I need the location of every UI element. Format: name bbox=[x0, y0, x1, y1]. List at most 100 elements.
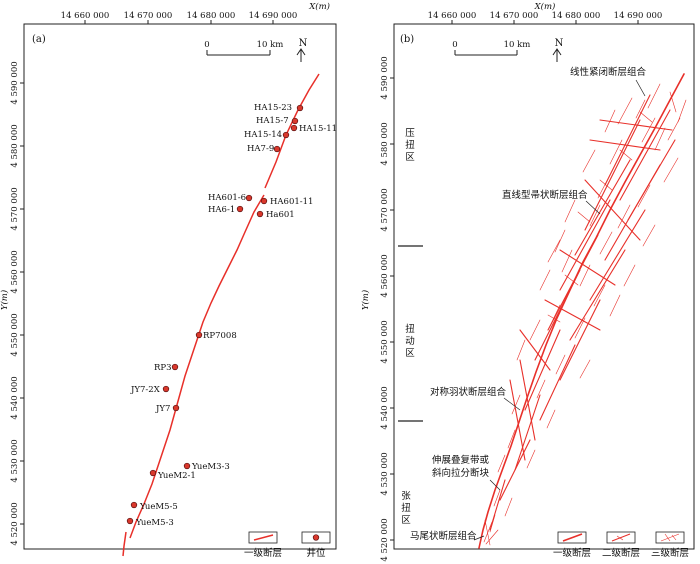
y-tick-label: 4 570 000 bbox=[10, 187, 20, 230]
scale-bar: 0 10 km bbox=[204, 40, 284, 56]
well-markers bbox=[126, 104, 304, 525]
main-fault bbox=[122, 73, 320, 557]
annotation-feather: 对称羽状断层组合 bbox=[430, 386, 507, 398]
zone-char: 扭 bbox=[405, 323, 415, 335]
y-tick-label: 4 530 000 bbox=[380, 452, 390, 495]
north-arrow: N bbox=[296, 38, 308, 62]
north-label: N bbox=[555, 38, 564, 49]
y-tick-label: 4 560 000 bbox=[10, 250, 20, 293]
x-tick-label: 14 690 000 bbox=[249, 11, 298, 21]
zone-char: 扭 bbox=[405, 139, 415, 151]
fault-network bbox=[478, 73, 687, 549]
x-tick-label: 14 680 000 bbox=[187, 11, 236, 21]
well-marker bbox=[171, 363, 179, 371]
legend-first-label: 一级断层 bbox=[553, 547, 591, 559]
well-label: YueM3-3 bbox=[191, 462, 230, 472]
x-tick-label: 14 660 000 bbox=[428, 11, 477, 21]
panel-b-frame bbox=[393, 23, 695, 550]
well-label: HA15-14 bbox=[244, 130, 282, 140]
well-marker bbox=[260, 197, 268, 205]
zone-char: 压 bbox=[405, 128, 415, 139]
well-label: RP3 bbox=[154, 363, 172, 373]
annotation-linear-tight: 线性紧闭断层组合 bbox=[570, 66, 647, 78]
y-tick-label: 4 540 000 bbox=[10, 376, 20, 419]
y-tick-label: 4 590 000 bbox=[380, 56, 390, 99]
well-label: HA601-11 bbox=[270, 197, 313, 207]
well-marker bbox=[296, 104, 304, 112]
y-tick-label: 4 590 000 bbox=[10, 61, 20, 104]
well-label: HA6-1 bbox=[208, 205, 235, 215]
zone-char: 张 bbox=[401, 491, 411, 502]
annotation-stretch-line1: 伸展叠复带或 bbox=[432, 454, 490, 466]
zone-char: 动 bbox=[405, 336, 415, 347]
well-label: JY7-2X bbox=[130, 385, 161, 395]
panel-a-y-title: Y(m) bbox=[0, 290, 10, 310]
well-marker bbox=[273, 145, 281, 153]
scale-bar: 0 10 km bbox=[452, 40, 530, 56]
y-tick-label: 4 560 000 bbox=[380, 254, 390, 297]
panel-a-legend: 一级断层 井位 bbox=[244, 531, 331, 559]
well-marker bbox=[130, 501, 138, 509]
well-labels: HA15-23 HA15-7 HA15-11 HA15-14 HA7-9 HA6… bbox=[130, 103, 337, 528]
well-marker bbox=[149, 469, 157, 477]
well-marker bbox=[236, 205, 244, 213]
panel-a-frame bbox=[23, 23, 337, 550]
well-label: HA7-9 bbox=[247, 144, 274, 154]
north-label: N bbox=[299, 38, 308, 49]
y-tick-label: 4 580 000 bbox=[10, 124, 20, 167]
legend-first-swatch bbox=[557, 531, 587, 544]
panel-b: X(m) 14 660 000 14 670 000 14 680 000 14… bbox=[360, 1, 695, 562]
scale-start: 0 bbox=[452, 40, 457, 50]
legend-fault-swatch bbox=[248, 531, 278, 544]
y-tick-label: 4 550 000 bbox=[380, 320, 390, 363]
x-tick-label: 14 670 000 bbox=[490, 11, 539, 21]
well-label: YueM5-3 bbox=[135, 518, 174, 528]
well-label: YueM2-1 bbox=[157, 471, 196, 481]
well-marker bbox=[256, 210, 264, 218]
legend-second-swatch bbox=[606, 531, 636, 544]
zone-char: 扭 bbox=[401, 502, 411, 514]
zone-char: 区 bbox=[401, 515, 411, 526]
annotation-horsetail: 马尾状断层组合 bbox=[410, 530, 477, 542]
panel-a-x-ticks: 14 660 000 14 670 000 14 680 000 14 690 … bbox=[61, 11, 298, 24]
scale-start: 0 bbox=[204, 40, 209, 50]
panel-b-x-ticks: 14 660 000 14 670 000 14 680 000 14 690 … bbox=[428, 11, 662, 24]
well-marker bbox=[126, 517, 134, 525]
panel-a-x-title: X(m) bbox=[308, 1, 330, 12]
legend-well-swatch bbox=[301, 531, 331, 544]
legend-second-label: 二级断层 bbox=[602, 547, 640, 559]
well-marker bbox=[291, 117, 299, 125]
y-tick-label: 4 540 000 bbox=[380, 386, 390, 429]
panel-b-label: (b) bbox=[400, 34, 414, 45]
well-label: YueM5-5 bbox=[139, 502, 178, 512]
panel-b-legend: 一级断层 二级断层 三级断层 bbox=[553, 531, 689, 559]
annotations: 线性紧闭断层组合 直线型帚状断层组合 对称羽状断层组合 伸展叠复带或 斜向拉分断… bbox=[410, 66, 647, 542]
zone-char: 区 bbox=[405, 348, 415, 359]
panel-b-y-title: Y(m) bbox=[360, 290, 371, 310]
legend-well-label: 井位 bbox=[306, 547, 326, 559]
well-marker bbox=[282, 131, 290, 139]
panel-a: X(m) 14 660 000 14 670 000 14 680 000 14… bbox=[0, 1, 337, 559]
panel-b-x-title: X(m) bbox=[534, 1, 556, 12]
panel-b-y-ticks: 4 590 000 4 580 000 4 570 000 4 560 000 … bbox=[380, 56, 394, 562]
well-label: HA15-11 bbox=[299, 124, 337, 134]
x-tick-label: 14 670 000 bbox=[124, 11, 173, 21]
y-tick-label: 4 520 000 bbox=[10, 502, 20, 545]
annotation-linear-broom: 直线型帚状断层组合 bbox=[502, 189, 588, 201]
x-tick-label: 14 680 000 bbox=[552, 11, 601, 21]
well-label: Ha601 bbox=[266, 210, 295, 220]
well-marker bbox=[172, 404, 180, 412]
y-tick-label: 4 550 000 bbox=[10, 313, 20, 356]
north-arrow: N bbox=[552, 38, 564, 62]
well-marker bbox=[195, 331, 203, 339]
legend-third-label: 三级断层 bbox=[651, 547, 689, 559]
zone-labels: 压 扭 区 扭 动 区 张 扭 区 bbox=[398, 128, 423, 526]
scale-end: 10 km bbox=[257, 40, 284, 50]
well-marker bbox=[290, 124, 298, 132]
well-label: JY7 bbox=[155, 404, 170, 414]
well-label: RP7008 bbox=[203, 331, 237, 341]
well-label: HA15-23 bbox=[254, 103, 292, 113]
zone-char: 区 bbox=[405, 152, 415, 163]
well-label: HA601-6 bbox=[208, 193, 246, 203]
panel-a-y-ticks: 4 590 000 4 580 000 4 570 000 4 560 000 … bbox=[10, 61, 24, 546]
